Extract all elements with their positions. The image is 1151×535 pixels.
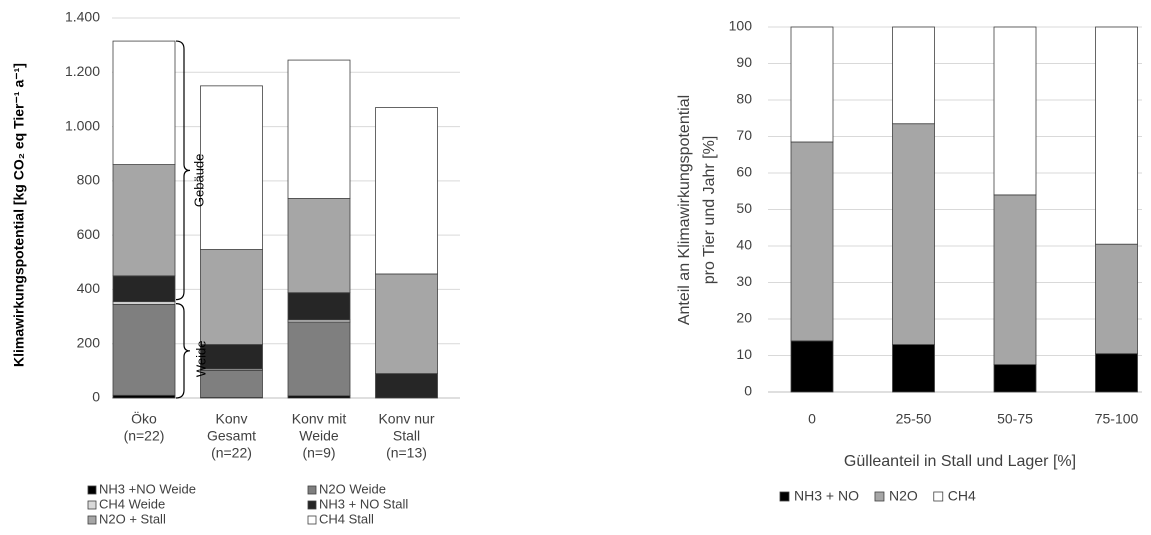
x-tick-label: Weide	[299, 428, 339, 444]
bar-segment	[287, 198, 351, 294]
bar-segment	[790, 340, 834, 393]
legend-label: NH3 +NO Weide	[99, 481, 196, 496]
x-axis-label: Gülleanteil in Stall und Lager [%]	[844, 453, 1076, 470]
y-tick-label: 100	[729, 18, 753, 34]
bar-segment	[112, 394, 176, 399]
y-tick-label: 20	[736, 310, 752, 326]
y-tick-label: 90	[736, 54, 752, 70]
bar-segment	[200, 249, 263, 345]
y-tick-label: 0	[744, 383, 752, 399]
y-tick-label: 1.400	[65, 9, 100, 25]
x-tick-label: (n=13)	[386, 445, 427, 461]
x-tick-label: Konv nur	[378, 411, 434, 427]
legend-label: CH4	[948, 488, 976, 504]
legend-label: NH3 + NO	[794, 488, 859, 504]
brace	[175, 303, 191, 399]
y-tick-label: 800	[77, 172, 101, 188]
y-tick-label: 10	[736, 346, 752, 362]
legend-swatch	[87, 485, 97, 495]
bar-segment	[993, 364, 1037, 393]
bar-segment	[112, 303, 176, 396]
bar-segment	[993, 194, 1037, 366]
annotation: Gebäude	[191, 154, 206, 208]
y-axis-label: pro Tier und Jahr [%]	[701, 136, 718, 285]
x-tick-label: (n=22)	[211, 445, 252, 461]
x-tick-label: 50-75	[997, 411, 1033, 427]
legend-label: NH3 + NO Stall	[319, 496, 408, 511]
bar-segment	[287, 292, 351, 321]
y-axis-label: Anteil an Klimawirkungspotential	[676, 95, 693, 325]
bar-segment	[112, 275, 176, 303]
bar-segment	[1095, 26, 1138, 245]
y-tick-label: 40	[736, 237, 752, 253]
legend-label: N2O Weide	[319, 481, 386, 496]
x-tick-label: (n=9)	[302, 445, 335, 461]
y-tick-label: 600	[77, 226, 101, 242]
y-tick-label: 70	[736, 127, 752, 143]
legend-swatch	[933, 491, 944, 502]
x-tick-label: (n=22)	[124, 428, 165, 444]
x-tick-label: Konv mit	[292, 411, 347, 427]
bar-segment	[375, 373, 438, 399]
bar-segment	[200, 369, 263, 398]
bar-segment	[112, 164, 176, 277]
bar-segment	[375, 107, 438, 275]
legend-swatch	[307, 515, 317, 525]
legend-swatch	[779, 491, 790, 502]
x-tick-label: Stall	[393, 428, 420, 444]
x-tick-label: 0	[808, 411, 816, 427]
y-tick-label: 1.200	[65, 63, 100, 79]
legend-swatch	[307, 485, 317, 495]
bar-segment	[892, 123, 935, 345]
bar-segment	[1095, 353, 1138, 393]
x-tick-label: 25-50	[896, 411, 932, 427]
legend-swatch	[307, 500, 317, 510]
bar-segment	[790, 141, 834, 342]
bar-segment	[200, 85, 263, 250]
bar-segment	[790, 26, 834, 143]
bar-segment	[1095, 243, 1138, 355]
y-tick-label: 400	[77, 280, 101, 296]
legend-label: CH4 Weide	[99, 496, 165, 511]
legend-label: N2O	[889, 488, 918, 504]
brace	[175, 40, 191, 301]
y-axis-label: Klimawirkungspotential [kg CO₂ eq Tier⁻¹…	[11, 63, 27, 367]
x-tick-label: Gesamt	[207, 428, 256, 444]
bar-segment	[993, 26, 1037, 196]
x-tick-label: Konv	[216, 411, 248, 427]
y-tick-label: 0	[92, 389, 100, 405]
bar-segment	[112, 301, 176, 305]
bar-segment	[892, 26, 935, 125]
legend-label: CH4 Stall	[319, 511, 374, 526]
legend-swatch	[87, 515, 97, 525]
bar-segment	[892, 344, 935, 393]
bar-segment	[375, 273, 438, 374]
y-tick-label: 80	[736, 91, 752, 107]
y-tick-label: 60	[736, 164, 752, 180]
bar-segment	[112, 40, 176, 165]
x-tick-label: 75-100	[1095, 411, 1139, 427]
legend-label: N2O + Stall	[99, 511, 166, 526]
x-tick-label: Öko	[131, 410, 157, 427]
bar-segment	[287, 321, 351, 397]
y-tick-label: 1.000	[65, 117, 100, 133]
y-tick-label: 200	[77, 334, 101, 350]
annotation: Weide	[193, 341, 208, 378]
legend-swatch	[874, 491, 885, 502]
y-tick-label: 30	[736, 273, 752, 289]
bar-segment	[200, 344, 263, 370]
legend-swatch	[87, 500, 97, 510]
bar-segment	[287, 59, 351, 199]
y-tick-label: 50	[736, 200, 752, 216]
